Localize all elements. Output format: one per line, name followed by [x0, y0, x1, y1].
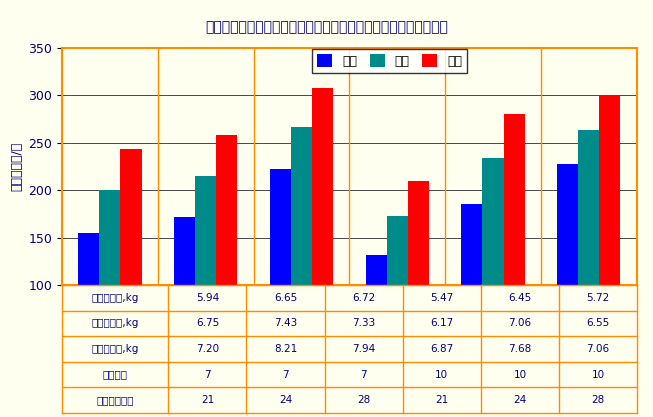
Text: 10: 10	[513, 369, 526, 379]
Text: 7: 7	[282, 369, 289, 379]
Bar	[579, 131, 599, 380]
Text: 7.94: 7.94	[352, 344, 375, 354]
Text: 8.21: 8.21	[274, 344, 297, 354]
Text: 7.68: 7.68	[509, 344, 532, 354]
Bar	[387, 216, 407, 380]
Text: 7: 7	[360, 369, 367, 379]
Bar	[557, 164, 579, 380]
Bar	[174, 217, 195, 380]
Text: 初最小体重,kg: 初最小体重,kg	[91, 293, 139, 303]
Text: 6.87: 6.87	[430, 344, 453, 354]
Text: 5.72: 5.72	[586, 293, 609, 303]
Bar	[599, 95, 620, 380]
Text: 6.17: 6.17	[430, 319, 453, 329]
Text: 7.06: 7.06	[586, 344, 609, 354]
Text: 7.06: 7.06	[509, 319, 532, 329]
Bar	[78, 233, 99, 380]
Text: 10: 10	[592, 369, 605, 379]
Text: 断奶日龄，天: 断奶日龄，天	[97, 395, 134, 405]
Text: 图三．不同断奶日龄、断奶体重及饲喂阶段对断奶后日增重的影响: 图三．不同断奶日龄、断奶体重及饲喂阶段对断奶后日增重的影响	[205, 20, 448, 34]
Bar	[216, 135, 237, 380]
Bar	[407, 181, 429, 380]
Text: 6.72: 6.72	[352, 293, 375, 303]
Y-axis label: 日增重，克/日: 日增重，克/日	[10, 142, 23, 191]
Text: 5.94: 5.94	[196, 293, 219, 303]
Text: 饱喜天数: 饱喜天数	[103, 369, 128, 379]
Text: 6.55: 6.55	[586, 319, 609, 329]
Text: 28: 28	[591, 395, 605, 405]
Bar	[120, 148, 142, 380]
Text: 7.43: 7.43	[274, 319, 297, 329]
Bar	[195, 176, 216, 380]
Text: 21: 21	[200, 395, 214, 405]
Text: 28: 28	[357, 395, 370, 405]
Bar	[312, 88, 333, 380]
Text: 7.20: 7.20	[196, 344, 219, 354]
Text: 6.65: 6.65	[274, 293, 297, 303]
Text: 21: 21	[436, 395, 449, 405]
Bar	[99, 190, 120, 380]
Text: 10: 10	[436, 369, 449, 379]
Text: 5.47: 5.47	[430, 293, 453, 303]
Bar	[366, 255, 387, 380]
Bar	[270, 169, 291, 380]
Text: 7.33: 7.33	[352, 319, 375, 329]
Text: 24: 24	[279, 395, 292, 405]
Bar	[462, 203, 483, 380]
Text: 6.45: 6.45	[509, 293, 532, 303]
Text: 初平均体重,kg: 初平均体重,kg	[91, 319, 139, 329]
Text: 6.75: 6.75	[196, 319, 219, 329]
Text: 7: 7	[204, 369, 211, 379]
Bar	[291, 127, 312, 380]
Bar	[503, 114, 524, 380]
Bar	[483, 158, 503, 380]
Text: 初最大体重,kg: 初最大体重,kg	[91, 344, 139, 354]
Legend: 最差, 一般, 最好: 最差, 一般, 最好	[312, 50, 467, 73]
Text: 24: 24	[513, 395, 527, 405]
